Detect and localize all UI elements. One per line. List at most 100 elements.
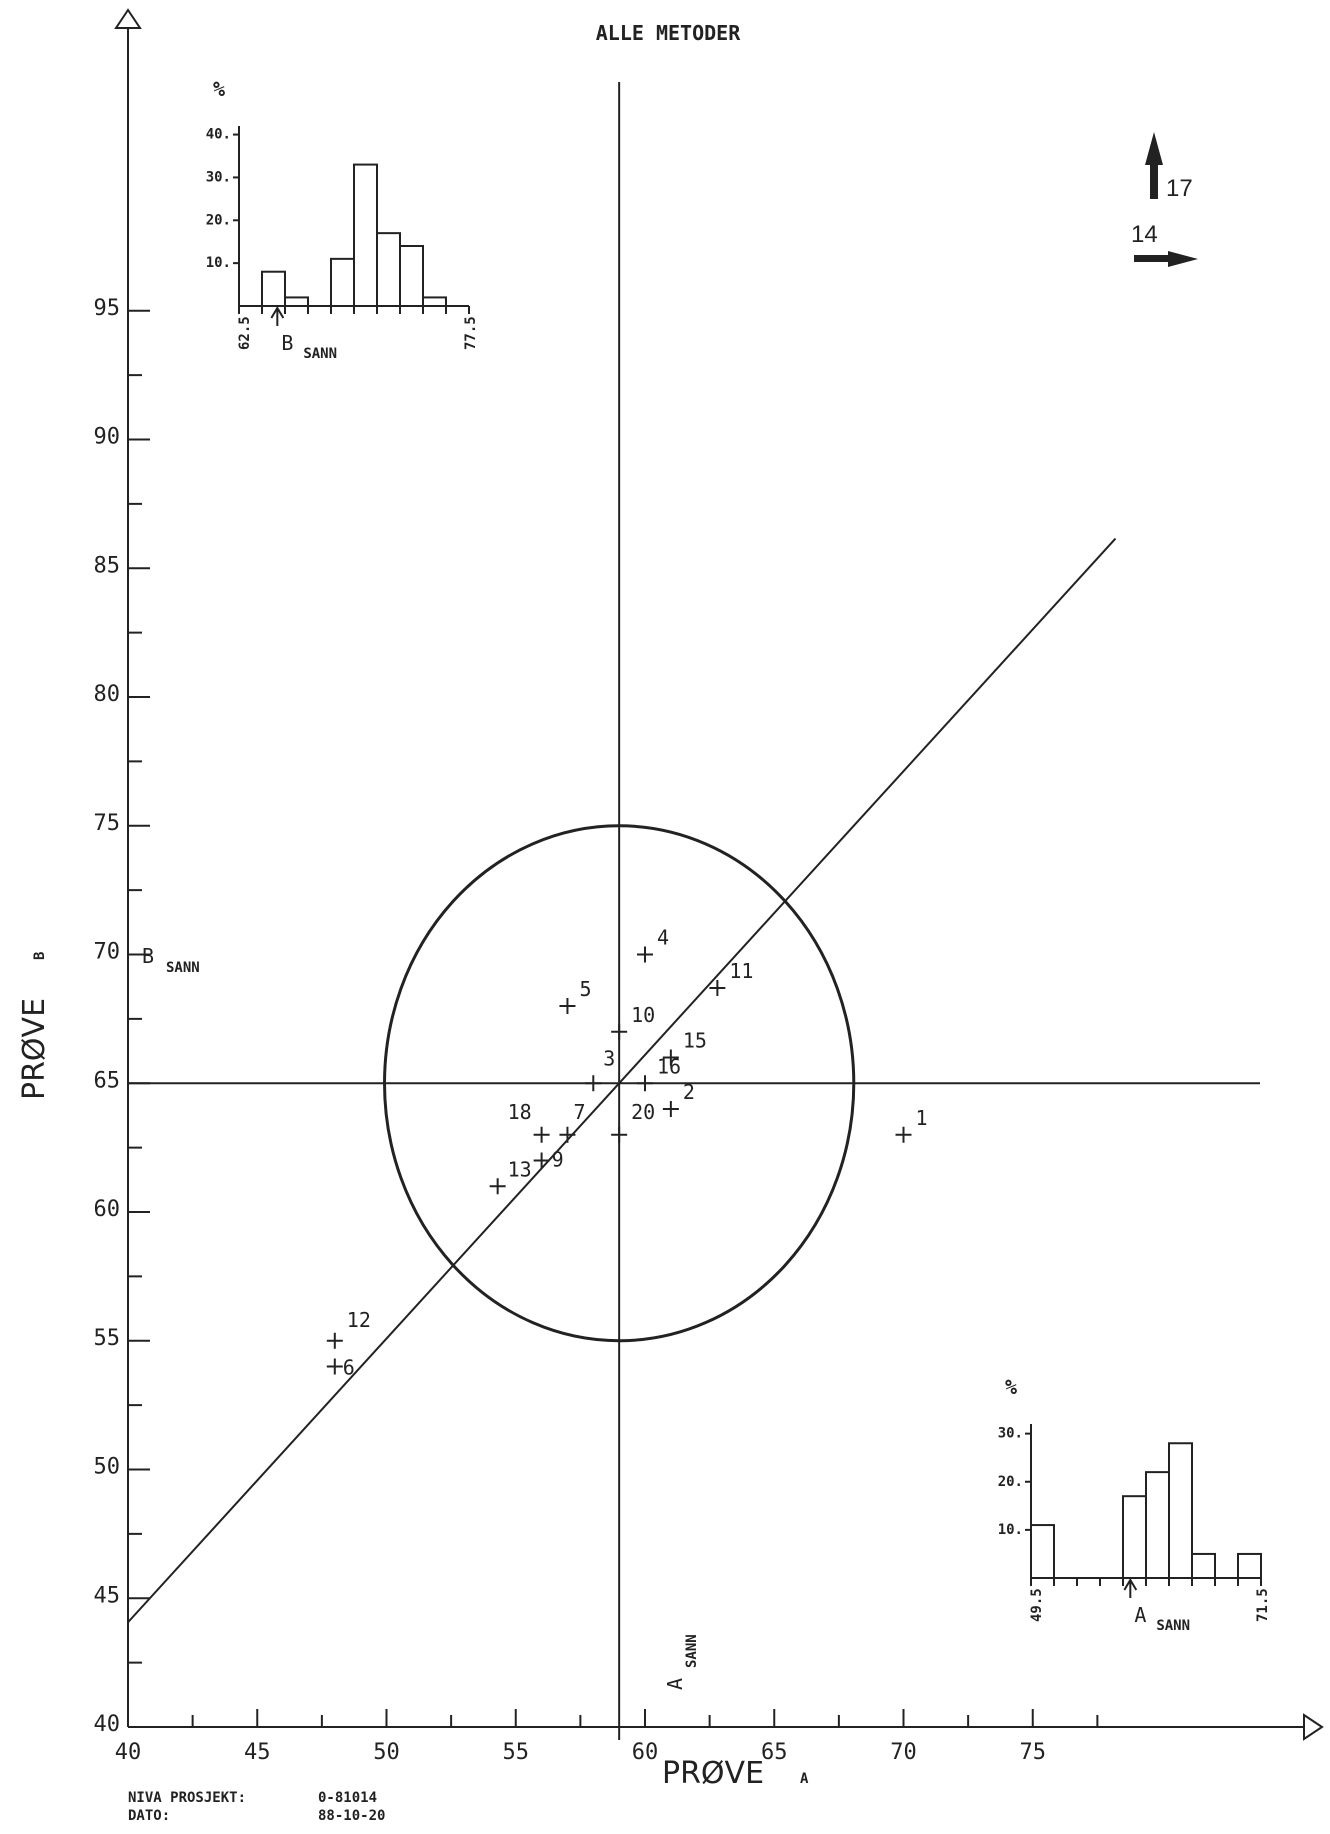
data-point: 4 <box>637 926 669 963</box>
y-tick-label: 75 <box>94 811 121 836</box>
x-tick-label: 60 <box>632 1740 659 1765</box>
data-point: 2 <box>662 1080 695 1117</box>
data-point: 11 <box>709 959 753 996</box>
hist-range-min: 49.5 <box>1029 1588 1045 1622</box>
x-tick-label: 70 <box>890 1740 917 1765</box>
x-axis-label: PRØVE <box>662 1756 764 1791</box>
x-axis-ticks: 40 45 50 55 60 65 70 75 <box>115 1709 1099 1765</box>
point-label: 4 <box>657 926 669 950</box>
data-point: 10 <box>611 1003 655 1040</box>
up-arrow-icon <box>1145 132 1163 165</box>
x-tick-label: 50 <box>373 1740 400 1765</box>
point-label: 6 <box>343 1356 355 1380</box>
date-value: 88-10-20 <box>318 1808 385 1824</box>
a-true-sub: SANN <box>684 1634 700 1668</box>
hist-percent-label: % <box>213 77 225 101</box>
y-tick-label: 40 <box>94 1712 121 1737</box>
data-point: 20 <box>611 1100 655 1143</box>
hist-marker-sub: SANN <box>1156 1618 1190 1634</box>
hist-range-max: 71.5 <box>1255 1588 1271 1622</box>
point-label: 10 <box>631 1003 655 1027</box>
date-label: DATO: <box>128 1808 170 1824</box>
data-point: 12 <box>326 1308 371 1349</box>
chart-title: ALLE METODER <box>596 21 741 45</box>
hist-percent-label: % <box>1005 1375 1017 1399</box>
x-tick-label: 40 <box>115 1740 142 1765</box>
y-tick-label: 80 <box>94 682 121 707</box>
x-axis-label-sub: A <box>800 1771 809 1787</box>
hist-marker-sub: SANN <box>303 346 337 362</box>
y-tick-label: 65 <box>94 1068 121 1093</box>
hist-bar <box>1237 1552 1262 1579</box>
point-label: 1 <box>916 1106 928 1130</box>
y-tick-label: 50 <box>94 1455 121 1480</box>
y-axis-label-sub: B <box>32 952 48 960</box>
b-true-label: B SANN <box>142 944 200 976</box>
acceptance-circle <box>383 824 856 1343</box>
hist-bar <box>261 270 286 308</box>
project-label: NIVA PROSJEKT: <box>128 1790 246 1806</box>
data-point: 1 <box>895 1106 928 1143</box>
b-true-letter: B <box>142 944 154 968</box>
point-label: 2 <box>683 1080 695 1104</box>
hist-bar <box>1145 1471 1170 1579</box>
hist-bar <box>353 163 378 307</box>
footer: NIVA PROSJEKT: 0-81014 DATO: 88-10-20 <box>128 1790 385 1824</box>
a-true-letter: A <box>663 1678 687 1690</box>
hist-marker-arrow-icon <box>1123 1578 1138 1598</box>
hist-bar <box>1168 1442 1193 1579</box>
histogram-a: % 30. 20. 10. 49.5 71.5 A SANN <box>998 1375 1271 1634</box>
equality-line <box>127 537 1117 1623</box>
data-point: 7 <box>559 1100 585 1143</box>
point-label: 18 <box>508 1100 532 1124</box>
y-axis-arrowhead <box>114 8 142 29</box>
point-label: 13 <box>508 1157 532 1181</box>
y-tick-label: 95 <box>94 296 121 321</box>
hist-range-max: 77.5 <box>463 316 479 350</box>
off-chart-up-indicator: 17 <box>1145 132 1193 202</box>
data-point: 18 <box>508 1100 550 1143</box>
hist-bar <box>399 245 424 307</box>
hist-bar <box>422 296 447 307</box>
x-tick-label: 55 <box>503 1740 530 1765</box>
right-arrow-icon <box>1168 251 1198 267</box>
point-label: 15 <box>683 1029 707 1053</box>
x-tick-label: 75 <box>1020 1740 1047 1765</box>
right-arrow-shaft <box>1134 255 1170 262</box>
a-true-label: A SANN <box>663 1634 700 1690</box>
x-axis-title: PRØVE A <box>662 1756 809 1791</box>
hist-y-tick-label: 20. <box>998 1474 1023 1490</box>
off-chart-right-label: 14 <box>1131 221 1158 248</box>
y-tick-label: 70 <box>94 940 121 965</box>
hist-y-tick-label: 30. <box>206 169 231 185</box>
project-value: 0-81014 <box>318 1790 377 1806</box>
data-point: 15 <box>662 1029 707 1066</box>
hist-marker-label: A <box>1134 1603 1146 1627</box>
off-chart-up-label: 17 <box>1166 175 1193 202</box>
hist-y-tick-label: 20. <box>206 212 231 228</box>
hist-bar <box>1191 1552 1216 1579</box>
data-point: 16 <box>637 1054 681 1092</box>
hist-y-tick-label: 30. <box>998 1426 1023 1442</box>
hist-bar <box>284 296 309 307</box>
point-label: 16 <box>657 1054 681 1078</box>
data-point: 6 <box>326 1356 355 1380</box>
hist-bar <box>330 257 355 308</box>
hist-bar <box>1030 1524 1055 1579</box>
hist-bar <box>376 232 401 307</box>
point-label: 20 <box>631 1100 655 1124</box>
off-chart-right-indicator: 14 <box>1131 221 1198 267</box>
x-tick-label: 65 <box>761 1740 788 1765</box>
y-axis-title: PRØVE B <box>17 952 52 1100</box>
y-tick-label: 55 <box>94 1326 121 1351</box>
x-axis-arrowhead <box>1303 1713 1324 1741</box>
hist-y-tick-label: 40. <box>206 127 231 143</box>
point-label: 7 <box>573 1100 585 1124</box>
histogram-b: % 40. 30. 20. 10. 62.5 77.5 B SANN <box>206 77 479 362</box>
y-tick-label: 90 <box>94 425 121 450</box>
point-label: 12 <box>347 1308 371 1332</box>
data-point: 13 <box>489 1157 532 1195</box>
hist-range-min: 62.5 <box>237 316 253 350</box>
